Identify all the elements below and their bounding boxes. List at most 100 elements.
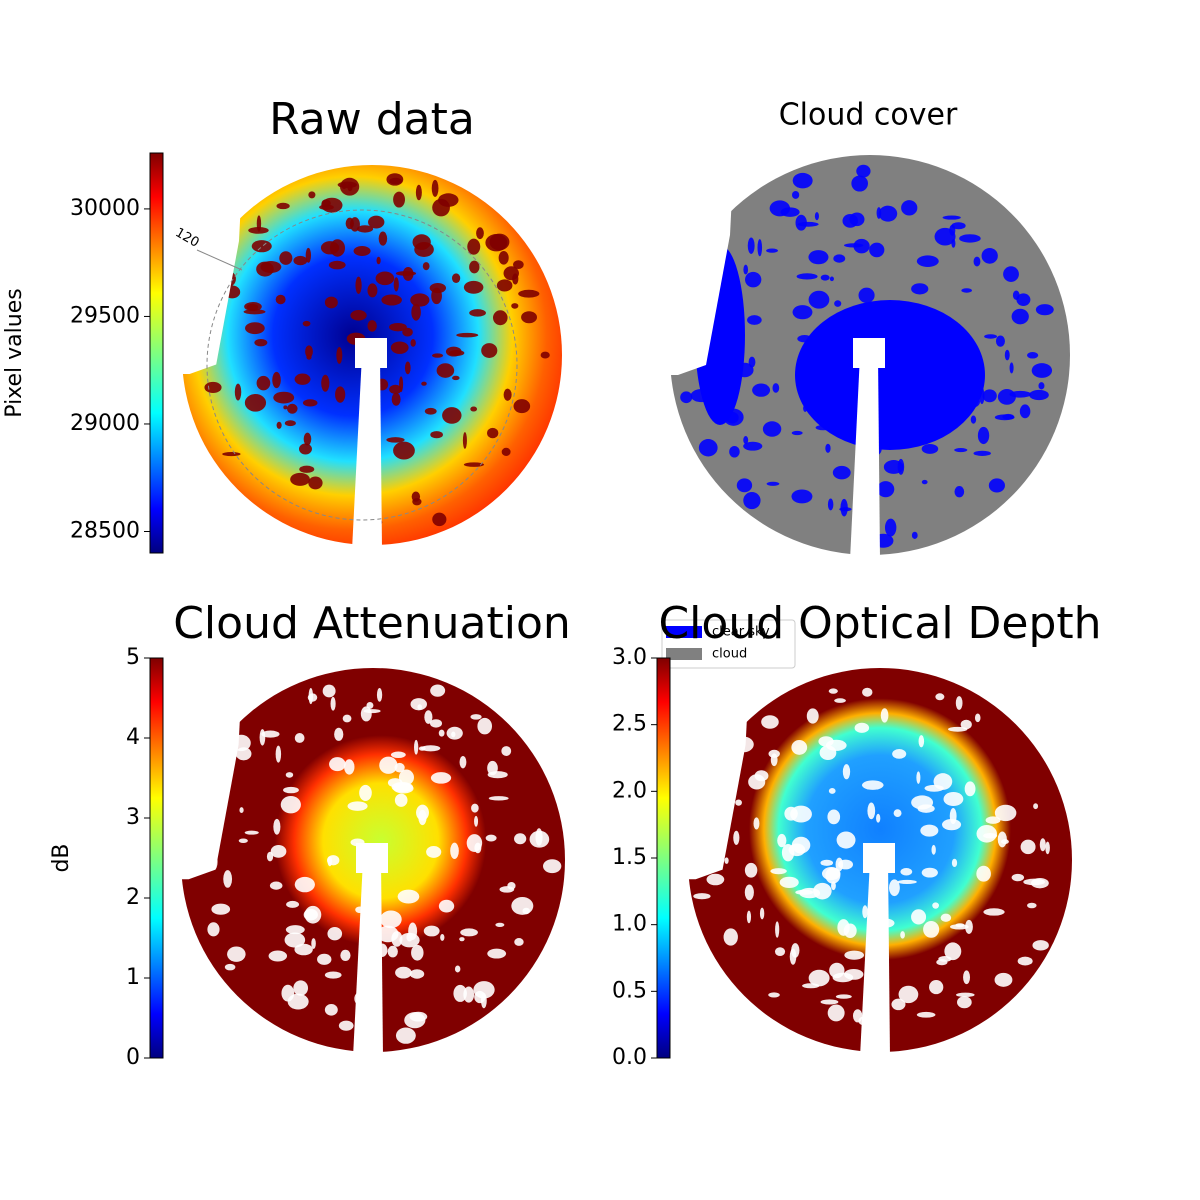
blob: [285, 772, 294, 778]
blob: [693, 893, 711, 900]
blob: [896, 319, 906, 331]
blob: [268, 950, 288, 962]
blob: [828, 788, 836, 794]
blob: [410, 293, 430, 307]
blob: [284, 420, 296, 427]
colorbar-tick-label: 1.5: [612, 845, 647, 870]
blob: [470, 406, 478, 412]
blob: [884, 339, 905, 347]
blob: [452, 375, 460, 381]
blob: [376, 256, 381, 265]
blob: [386, 437, 405, 443]
blob: [965, 919, 973, 934]
blob: [988, 478, 1005, 493]
blob: [411, 303, 421, 321]
blob: [399, 932, 420, 948]
blob: [404, 361, 411, 375]
blob: [1032, 940, 1049, 951]
sky-image: [683, 668, 1072, 1057]
blob: [842, 764, 851, 780]
blob: [867, 802, 876, 820]
blob: [470, 714, 482, 720]
legend-swatch: [666, 626, 702, 638]
blob: [995, 335, 1005, 347]
blob: [379, 756, 398, 774]
blob: [513, 399, 531, 414]
blob: [842, 213, 859, 228]
blob: [337, 181, 358, 189]
blob: [430, 772, 452, 784]
blob: [416, 804, 429, 821]
blob: [1003, 266, 1019, 282]
blob: [299, 465, 315, 473]
blob: [535, 828, 543, 846]
blob: [514, 833, 527, 845]
blob: [293, 255, 308, 266]
blob: [411, 944, 424, 961]
blob: [451, 273, 461, 284]
blob: [438, 899, 455, 913]
blob: [729, 445, 740, 458]
blob: [454, 965, 461, 973]
blob: [328, 260, 346, 270]
blob: [287, 993, 309, 1010]
blob: [889, 879, 900, 897]
blob: [795, 214, 807, 231]
blob: [415, 184, 422, 201]
blob: [430, 684, 446, 697]
blob: [828, 688, 838, 694]
blob: [319, 204, 334, 210]
blob: [1045, 841, 1050, 855]
blob: [930, 409, 941, 423]
colorbar-label: Pixel values: [2, 288, 27, 417]
sky-image: [177, 165, 562, 550]
blob: [831, 327, 852, 341]
blob: [283, 786, 299, 794]
blob: [307, 693, 318, 702]
blob: [466, 834, 483, 852]
blob: [876, 813, 881, 823]
blob: [223, 870, 233, 888]
blob: [942, 215, 961, 220]
blob: [495, 922, 505, 927]
colorbar-tick-label: 2.5: [612, 712, 647, 737]
blob: [389, 322, 407, 332]
blob: [1011, 873, 1025, 882]
blob: [335, 386, 346, 403]
blob: [690, 389, 713, 403]
blob: [430, 431, 443, 439]
colorbar-tick-label: 29000: [70, 411, 140, 436]
blob: [411, 491, 421, 502]
blob: [955, 696, 963, 710]
blob: [900, 931, 905, 939]
colorbar-tick-label: 1.0: [612, 912, 647, 937]
panel-title: Cloud Optical Depth: [658, 598, 1101, 649]
blob: [276, 202, 290, 210]
blob: [424, 710, 433, 724]
blob: [294, 876, 315, 893]
polar-grid-circle: [206, 209, 518, 521]
blob: [985, 816, 1001, 824]
blob: [204, 381, 222, 394]
blob: [283, 405, 288, 410]
panel-title: Cloud cover: [779, 98, 958, 133]
blob: [368, 215, 385, 229]
blob: [438, 729, 445, 737]
blob: [792, 305, 813, 320]
blob: [503, 266, 519, 281]
blob: [784, 806, 798, 821]
blob: [808, 250, 829, 265]
blob: [410, 339, 416, 347]
blob: [409, 969, 425, 979]
blob: [680, 391, 693, 404]
blob: [744, 884, 754, 901]
polar-grid-line: [196, 249, 243, 271]
blob: [791, 489, 813, 504]
blob: [261, 730, 280, 738]
sky-image: [176, 668, 565, 1057]
blob: [950, 924, 969, 930]
blob: [770, 868, 787, 875]
blob: [792, 172, 813, 189]
blob: [380, 910, 402, 929]
blob: [1033, 803, 1039, 810]
